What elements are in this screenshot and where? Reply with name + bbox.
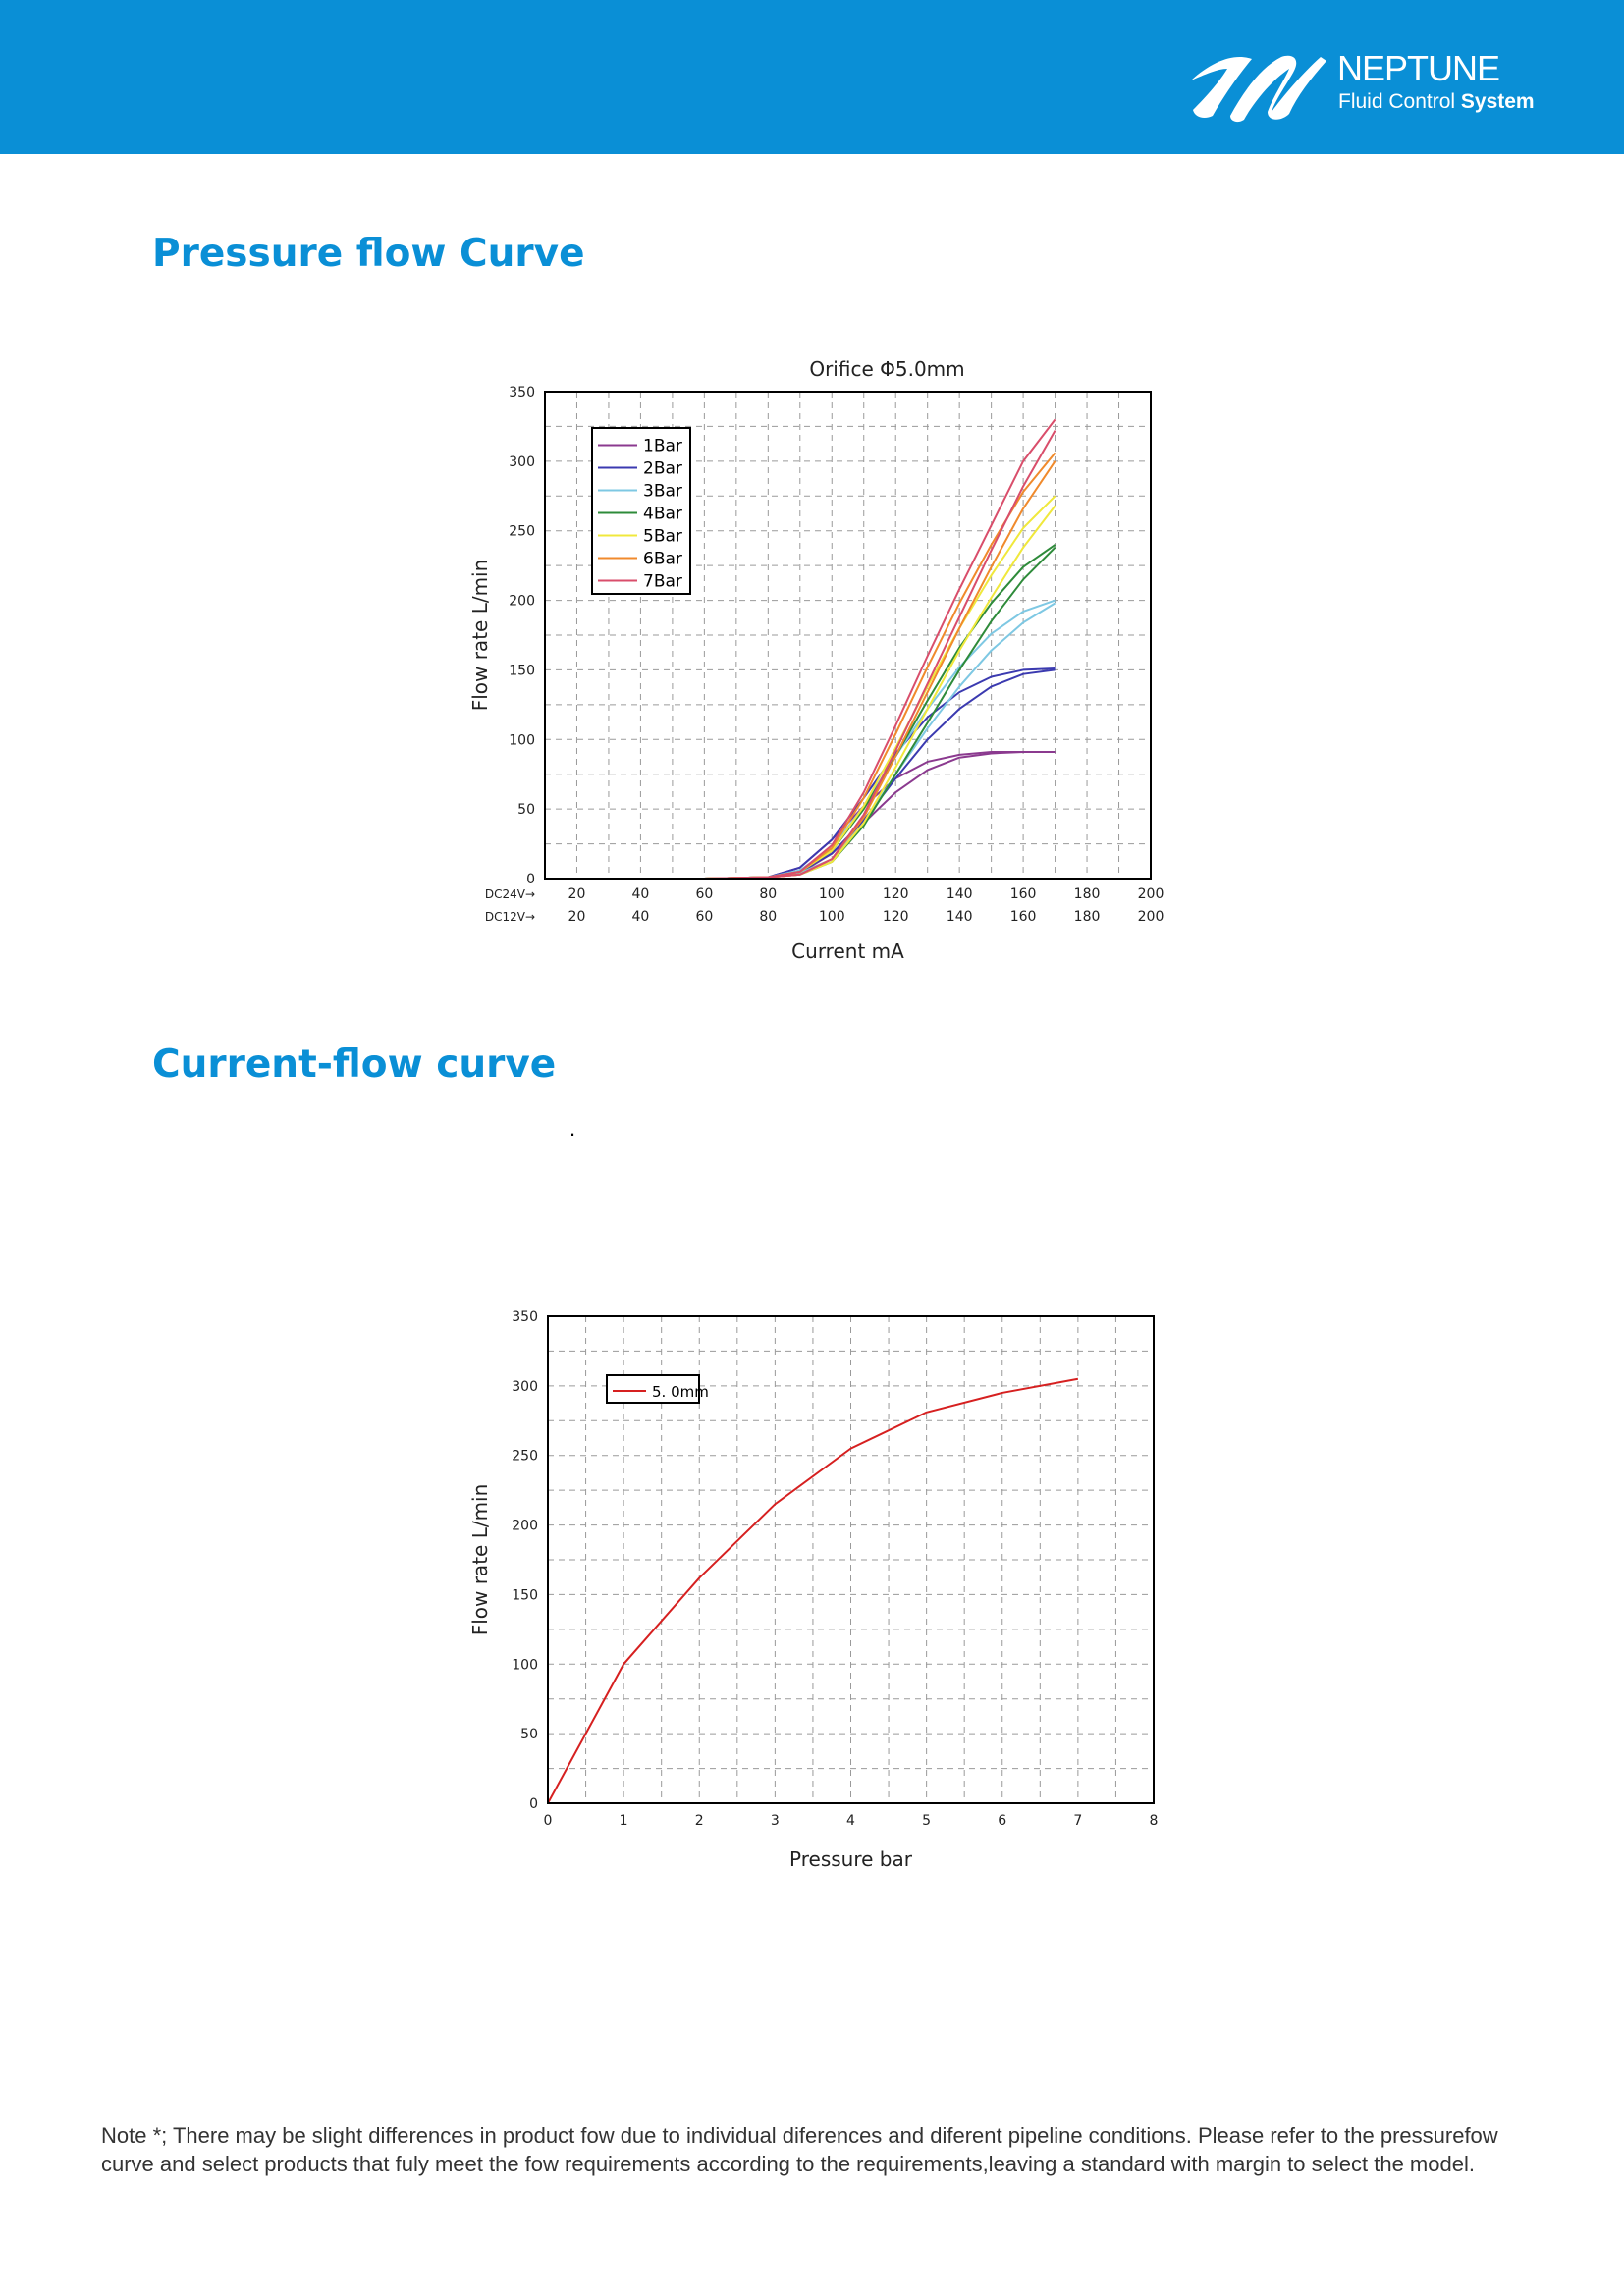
current-flow-title: Current-flow curve xyxy=(152,1042,557,1087)
series-line-return-4Bar xyxy=(704,544,1056,880)
x-tick-label: 160 xyxy=(1010,886,1037,902)
x-tick-label: 2 xyxy=(695,1813,704,1829)
legend-label: 3Bar xyxy=(643,482,682,502)
series-line-return-1Bar xyxy=(704,751,1056,880)
chart-frame xyxy=(547,1315,1155,1804)
x-tick-label: 200 xyxy=(1138,886,1164,902)
header-bar: NEPTUNE Fluid Control System xyxy=(0,0,1624,154)
x-tick-label: 0 xyxy=(544,1813,553,1829)
brand-tagline-regular: Fluid Control xyxy=(1338,90,1461,113)
y-tick-label: 200 xyxy=(512,1519,538,1534)
brand-name: NEPTUNE xyxy=(1337,48,1500,88)
x-tick-label: 40 xyxy=(632,886,650,902)
x-tick-label: 8 xyxy=(1150,1813,1159,1829)
x-tick-label: 80 xyxy=(759,909,777,925)
legend-label: 5. 0mm xyxy=(652,1383,709,1401)
x-tick-label: 5 xyxy=(922,1813,931,1829)
legend-box xyxy=(591,427,691,595)
chart-frame xyxy=(544,391,1152,880)
x-tick-label: 1 xyxy=(620,1813,628,1829)
x-tick-label: 7 xyxy=(1073,1813,1082,1829)
legend-label: 4Bar xyxy=(643,505,682,524)
series-line-return-7Bar xyxy=(704,418,1056,880)
y-tick-label: 200 xyxy=(509,594,535,610)
x-tick-label: 180 xyxy=(1074,886,1101,902)
x-tick-label: 180 xyxy=(1074,909,1101,925)
series-line-return-2Bar xyxy=(704,667,1056,880)
x-tick-label: 20 xyxy=(568,909,586,925)
pressure-flow-chart: 0 50 100 150 200 250 300 350 0 1 2 3 4 5 6 7 8 5. 0mm Pr… xyxy=(468,1309,1159,1871)
x-tick-label: 4 xyxy=(846,1813,855,1829)
y-tick-label: 50 xyxy=(520,1727,538,1742)
y-tick-label: 350 xyxy=(509,385,535,400)
y-tick-label: 150 xyxy=(509,663,535,678)
x-tick-label: 120 xyxy=(883,886,909,902)
legend-label: 1Bar xyxy=(643,437,682,456)
x-tick-label: 20 xyxy=(568,886,586,902)
y-tick-label: 100 xyxy=(512,1657,538,1673)
y-tick-label: 0 xyxy=(529,1796,538,1812)
brand-logo: NEPTUNE Fluid Control System xyxy=(1183,39,1537,128)
brand-tagline-bold: System xyxy=(1460,90,1535,113)
disclaimer-note: Note *; There may be slight differences … xyxy=(101,2123,1498,2176)
series-line-4Bar xyxy=(704,547,1056,880)
x-tick-label: 6 xyxy=(998,1813,1006,1829)
chart-1-xlabel: Current mA xyxy=(791,939,904,963)
series-line-return-5Bar xyxy=(704,495,1056,880)
x-tick-label: 100 xyxy=(819,909,845,925)
x-tick-label: 60 xyxy=(695,886,713,902)
series-line-7Bar xyxy=(704,430,1056,880)
x-tick-row-label: DC24V→ xyxy=(485,887,535,901)
y-tick-label: 250 xyxy=(509,524,535,540)
brand-tagline: Fluid Control System xyxy=(1338,90,1535,114)
y-tick-label: 350 xyxy=(512,1309,538,1325)
x-tick-label: 200 xyxy=(1138,909,1164,925)
stray-dot: . xyxy=(569,1116,576,1141)
x-tick-label: 140 xyxy=(947,909,973,925)
y-tick-label: 0 xyxy=(526,872,535,887)
x-tick-label: 120 xyxy=(883,909,909,925)
x-tick-label: 3 xyxy=(771,1813,780,1829)
chart-2-xlabel: Pressure bar xyxy=(789,1847,913,1871)
legend-label: 6Bar xyxy=(643,550,682,569)
legend-label: 7Bar xyxy=(643,572,682,592)
series-line-return-6Bar xyxy=(704,452,1056,880)
x-tick-label: 80 xyxy=(759,886,777,902)
x-tick-label: 40 xyxy=(632,909,650,925)
orifice-current-flow-chart: 0 50 100 150 200 250 300 350 DC24V→ 20 40 60 80 100 12… xyxy=(468,357,1164,963)
legend-label: 2Bar xyxy=(643,459,682,479)
series-line-5. 0mm xyxy=(547,1377,1079,1804)
legend-label: 5Bar xyxy=(643,527,682,547)
series-line-5Bar xyxy=(704,505,1056,880)
y-tick-label: 300 xyxy=(512,1379,538,1395)
y-tick-label: 300 xyxy=(509,454,535,470)
chart-2-ylabel: Flow rate L/min xyxy=(468,1484,492,1636)
legend-box xyxy=(606,1374,700,1404)
chart-1-ylabel: Flow rate L/min xyxy=(468,560,492,712)
series-line-1Bar xyxy=(704,751,1056,880)
x-tick-label: 60 xyxy=(695,909,713,925)
x-tick-label: 160 xyxy=(1010,909,1037,925)
neptune-wave-icon xyxy=(1191,55,1326,123)
y-tick-label: 50 xyxy=(517,802,535,818)
x-tick-label: 100 xyxy=(819,886,845,902)
y-tick-label: 250 xyxy=(512,1449,538,1465)
y-tick-label: 150 xyxy=(512,1587,538,1603)
x-tick-label: 140 xyxy=(947,886,973,902)
y-tick-label: 100 xyxy=(509,732,535,748)
series-line-3Bar xyxy=(704,602,1056,880)
x-tick-row-label: DC12V→ xyxy=(485,910,535,924)
pressure-flow-title: Pressure flow Curve xyxy=(152,232,585,276)
chart-1-title: Orifice Φ5.0mm xyxy=(809,357,964,381)
